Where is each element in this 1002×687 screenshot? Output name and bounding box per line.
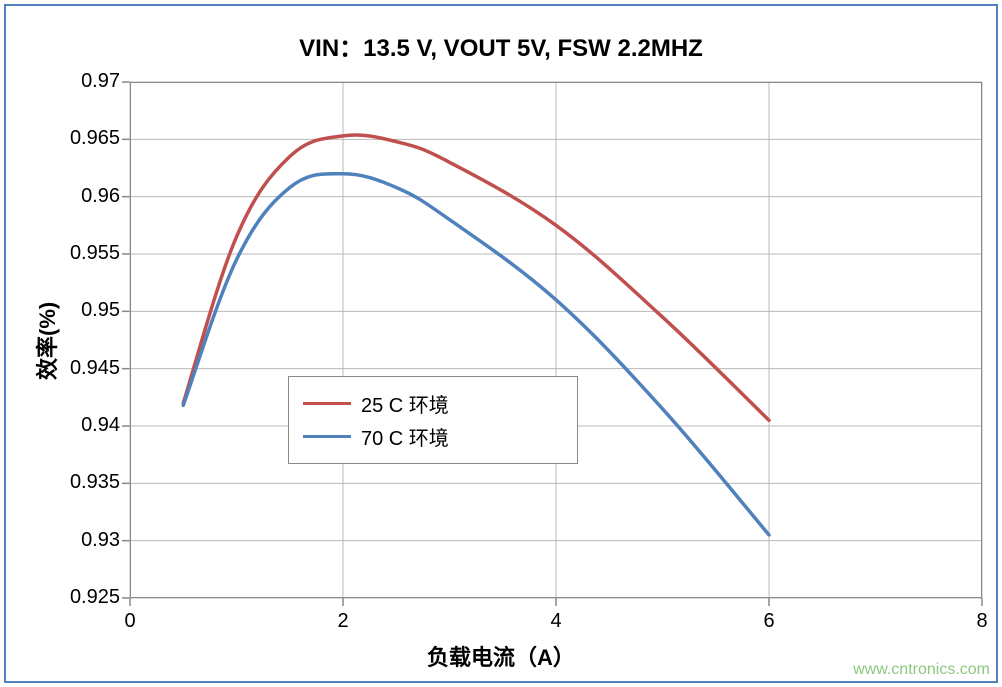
legend-box: 25 C 环境 70 C 环境: [288, 376, 578, 464]
legend-row: 70 C 环境: [303, 422, 563, 451]
watermark-text: www.cntronics.com: [853, 661, 990, 679]
series-line: [183, 174, 769, 535]
ytick-label: 0.96: [50, 185, 120, 208]
ytick-label: 0.965: [50, 127, 120, 150]
xtick-label: 6: [749, 610, 789, 633]
legend-label: 25 C 环境: [361, 389, 449, 418]
xtick-label: 0: [110, 610, 150, 633]
legend-label: 70 C 环境: [361, 422, 449, 451]
ytick-label: 0.925: [50, 586, 120, 609]
legend-swatch: [303, 435, 351, 438]
plot-svg: [130, 82, 982, 598]
chart-title: VIN：13.5 V, VOUT 5V, FSW 2.2MHZ: [0, 28, 1002, 63]
legend-row: 25 C 环境: [303, 389, 563, 418]
ytick-label: 0.93: [50, 529, 120, 552]
xtick-label: 8: [962, 610, 1002, 633]
ytick-label: 0.935: [50, 471, 120, 494]
ytick-label: 0.94: [50, 414, 120, 437]
ytick-label: 0.95: [50, 299, 120, 322]
x-axis-label: 负载电流（A）: [0, 640, 1002, 672]
ytick-label: 0.945: [50, 357, 120, 380]
plot-area: 25 C 环境 70 C 环境: [130, 82, 982, 598]
ytick-label: 0.955: [50, 242, 120, 265]
xtick-label: 2: [323, 610, 363, 633]
xtick-label: 4: [536, 610, 576, 633]
legend-swatch: [303, 402, 351, 405]
ytick-label: 0.97: [50, 70, 120, 93]
